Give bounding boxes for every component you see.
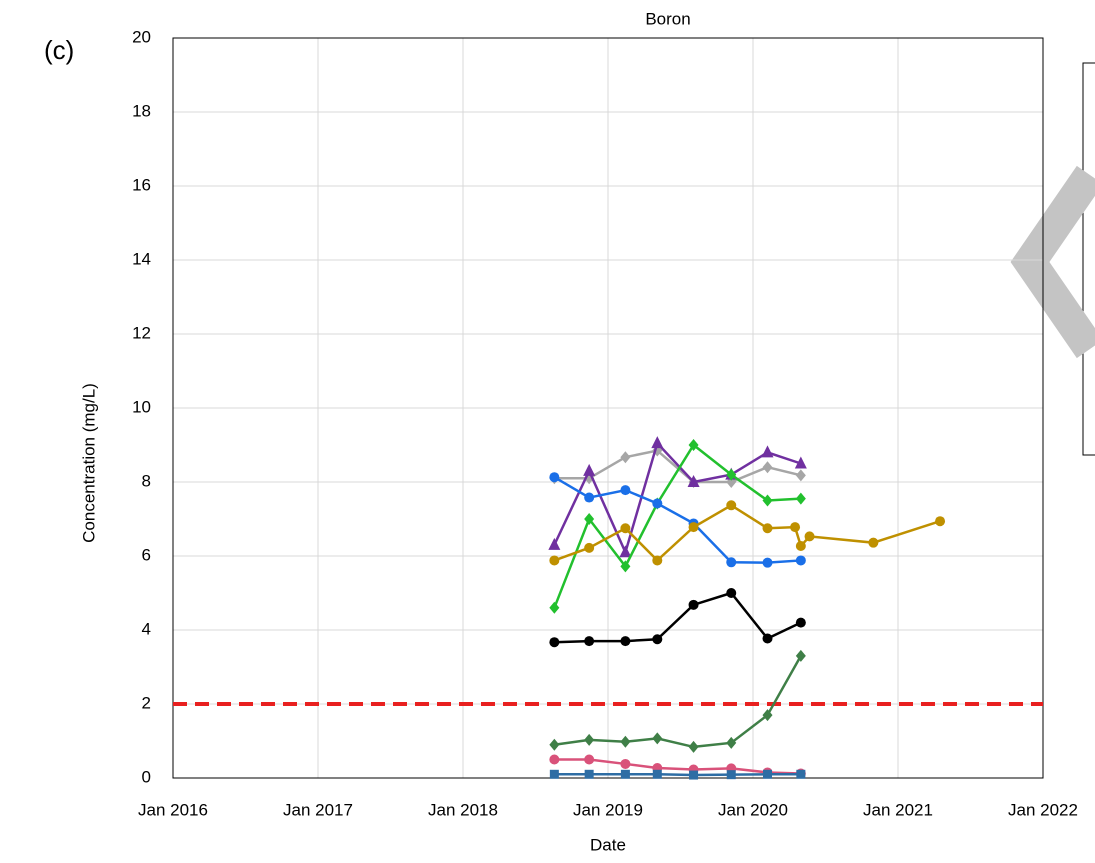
x-tick-label: Jan 2018: [428, 800, 498, 819]
point: [688, 599, 699, 610]
x-axis-label: Date: [590, 835, 626, 854]
chart-title: Boron: [645, 9, 690, 28]
x-tick-label: Jan 2022: [1008, 800, 1078, 819]
point: [762, 461, 773, 474]
point: [795, 617, 806, 628]
point: [549, 555, 560, 566]
point: [796, 769, 806, 779]
point: [726, 736, 737, 749]
point: [795, 649, 806, 662]
point: [549, 738, 560, 751]
point: [549, 601, 560, 614]
panel-label: (c): [44, 35, 74, 65]
series-line: [554, 773, 801, 777]
point: [795, 541, 806, 552]
point: [651, 436, 664, 449]
series-line: [554, 655, 802, 749]
point: [762, 557, 773, 568]
point: [548, 537, 561, 550]
point: [762, 633, 773, 644]
y-tick-label: 12: [132, 323, 151, 342]
chevron: [1010, 165, 1095, 359]
point: [619, 545, 632, 558]
point: [688, 740, 699, 753]
series-line: [553, 440, 802, 556]
point: [652, 732, 663, 745]
point: [584, 513, 595, 525]
point: [795, 492, 806, 505]
point: [790, 522, 801, 533]
series-line: [554, 449, 802, 484]
point: [584, 769, 594, 779]
x-tick-label: Jan 2017: [283, 800, 353, 819]
point: [584, 754, 595, 765]
y-tick-label: 4: [142, 619, 151, 638]
x-tick-label: Jan 2021: [863, 800, 933, 819]
point: [726, 557, 737, 568]
point: [620, 758, 631, 769]
point: [620, 735, 631, 748]
point: [652, 634, 663, 645]
point: [584, 636, 595, 647]
y-tick-label: 0: [142, 767, 151, 786]
point: [795, 555, 806, 566]
point: [761, 445, 774, 458]
y-tick-label: 6: [142, 545, 151, 564]
x-tick-label: Jan 2019: [573, 800, 643, 819]
point: [689, 770, 699, 780]
point: [620, 560, 631, 573]
point: [584, 542, 595, 553]
point: [762, 709, 773, 722]
point: [584, 733, 595, 746]
point: [762, 494, 773, 507]
point: [868, 537, 879, 548]
plot-border: [172, 37, 1044, 779]
x-tick-label: Jan 2020: [718, 800, 788, 819]
y-tick-label: 2: [142, 693, 151, 712]
point: [688, 439, 699, 451]
y-axis-label: Concentration (mg/L): [79, 383, 98, 543]
point: [794, 456, 807, 469]
point: [795, 469, 806, 482]
point: [652, 555, 663, 566]
point: [726, 770, 736, 780]
point: [687, 475, 700, 487]
point: [583, 463, 596, 476]
point: [726, 588, 737, 598]
y-tick-label: 16: [132, 175, 151, 194]
series-line: [553, 443, 801, 609]
point: [652, 498, 663, 509]
point: [762, 523, 773, 534]
y-tick-label: 10: [132, 397, 151, 416]
legend-box: [1082, 62, 1095, 456]
point: [549, 472, 560, 483]
y-tick-label: 14: [132, 249, 151, 268]
point: [726, 500, 737, 511]
point: [688, 522, 699, 533]
point: [620, 451, 631, 464]
point: [620, 769, 630, 779]
point: [620, 636, 631, 647]
point: [652, 769, 662, 779]
y-tick-label: 8: [142, 471, 151, 490]
point: [549, 637, 560, 648]
y-tick-label: 20: [132, 27, 151, 46]
point: [549, 769, 559, 779]
point: [584, 492, 595, 503]
series-line: [554, 591, 802, 644]
y-tick-label: 18: [132, 101, 151, 120]
point: [620, 523, 631, 534]
x-tick-label: Jan 2016: [138, 800, 208, 819]
point: [935, 516, 946, 527]
series-line: [554, 758, 801, 775]
point: [549, 754, 560, 765]
point: [620, 485, 631, 496]
point: [804, 531, 815, 542]
point: [726, 468, 737, 481]
series-line: [553, 476, 801, 564]
series-line: [553, 503, 941, 563]
point: [763, 769, 772, 779]
